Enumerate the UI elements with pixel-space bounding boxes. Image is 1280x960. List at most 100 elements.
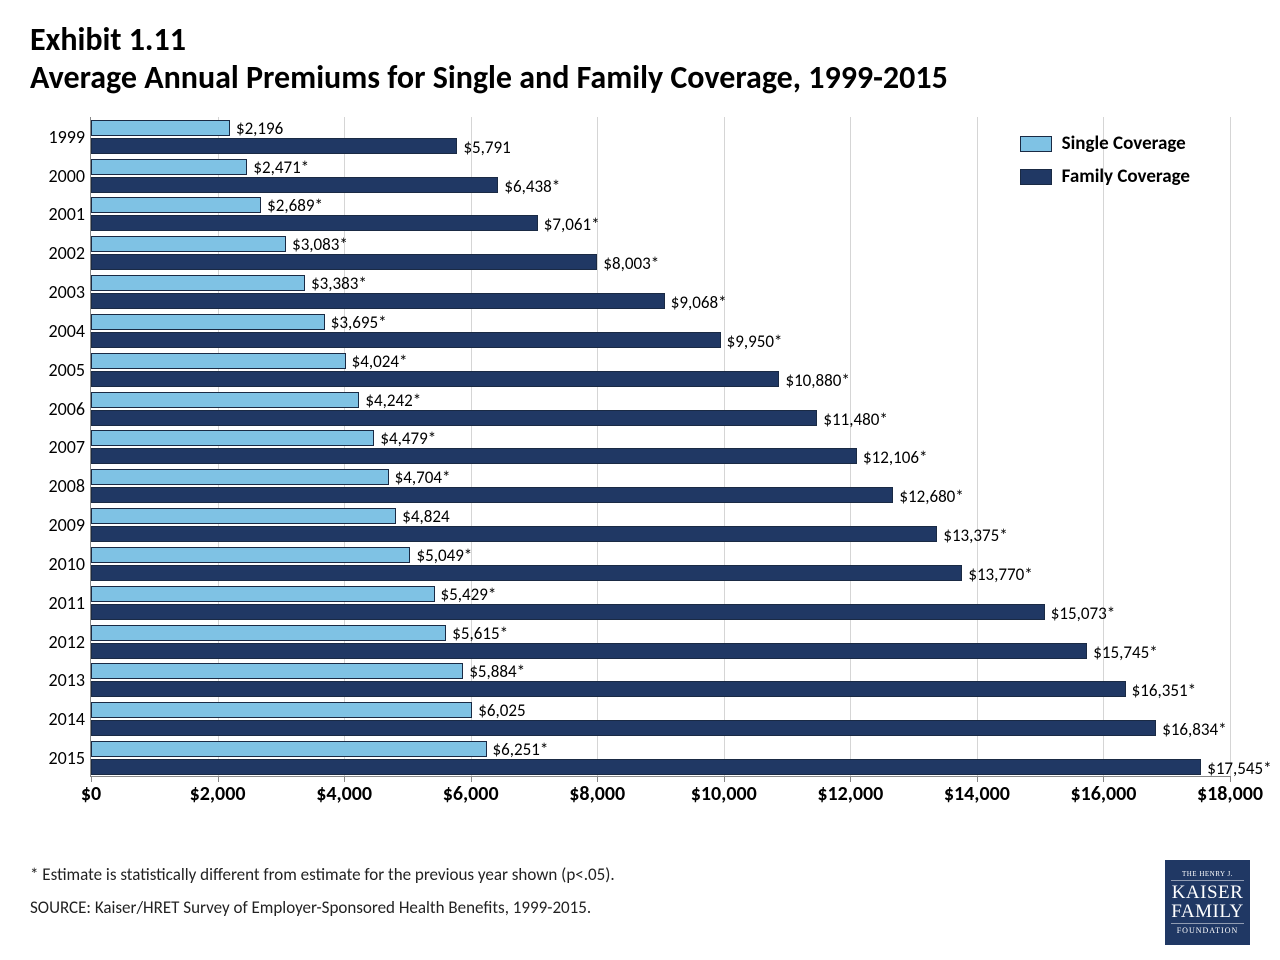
bar-single-2003 — [91, 275, 305, 291]
xtick-label: $8,000 — [569, 776, 625, 806]
ylabel-2004: 2004 — [30, 320, 85, 342]
bar-family-2002 — [91, 254, 597, 270]
bar-label-family-2008: $12,680* — [899, 486, 963, 507]
bar-label-family-2001: $7,061* — [544, 214, 600, 235]
ylabel-2001: 2001 — [30, 203, 85, 225]
bar-family-2013 — [91, 681, 1126, 697]
bar-label-single-2014: $6,025 — [478, 700, 525, 721]
bar-single-2013 — [91, 663, 463, 679]
bar-label-family-2003: $9,068* — [671, 292, 727, 313]
ylabel-2011: 2011 — [30, 592, 85, 614]
bar-label-single-2013: $5,884* — [469, 661, 525, 682]
bar-family-2001 — [91, 215, 538, 231]
ylabel-2009: 2009 — [30, 514, 85, 536]
bar-label-single-2011: $5,429* — [441, 584, 497, 605]
chart-area: $0$2,000$4,000$6,000$8,000$10,000$12,000… — [30, 117, 1250, 817]
bar-label-family-2007: $12,106* — [863, 447, 927, 468]
bar-family-2008 — [91, 487, 893, 503]
bar-label-single-2007: $4,479* — [380, 428, 436, 449]
bar-label-family-2014: $16,834* — [1162, 719, 1226, 740]
xtick-label: $18,000 — [1197, 776, 1263, 806]
legend-label-single: Single Coverage — [1062, 132, 1186, 155]
bar-family-2007 — [91, 448, 857, 464]
bar-label-family-2011: $15,073* — [1051, 603, 1115, 624]
ylabel-2005: 2005 — [30, 359, 85, 381]
ylabel-2015: 2015 — [30, 747, 85, 769]
gridline — [977, 117, 978, 776]
legend-item-single: Single Coverage — [1020, 132, 1190, 155]
legend-item-family: Family Coverage — [1020, 165, 1190, 188]
bar-family-2000 — [91, 177, 498, 193]
xtick-label: $2,000 — [190, 776, 246, 806]
bar-family-2004 — [91, 332, 721, 348]
ylabel-2010: 2010 — [30, 553, 85, 575]
ylabel-2002: 2002 — [30, 242, 85, 264]
bar-label-single-2001: $2,689* — [267, 195, 323, 216]
legend-label-family: Family Coverage — [1062, 165, 1190, 188]
bar-label-single-2000: $2,471* — [253, 157, 309, 178]
logo-line4: FOUNDATION — [1171, 923, 1244, 935]
gridline — [1230, 117, 1231, 776]
legend: Single Coverage Family Coverage — [1020, 132, 1190, 198]
bar-label-single-2002: $3,083* — [292, 234, 348, 255]
kaiser-logo: THE HENRY J. KAISER FAMILY FOUNDATION — [1165, 860, 1250, 945]
bar-label-family-2013: $16,351* — [1132, 680, 1196, 701]
logo-line3: FAMILY — [1165, 902, 1250, 921]
bar-single-2000 — [91, 159, 247, 175]
exhibit-number: Exhibit 1.11 — [30, 20, 1250, 59]
ylabel-2012: 2012 — [30, 631, 85, 653]
xtick-label: $0 — [81, 776, 101, 806]
legend-swatch-family — [1020, 169, 1052, 185]
logo-line2: KAISER — [1165, 883, 1250, 902]
bar-label-single-2010: $5,049* — [416, 545, 472, 566]
bar-label-family-2012: $15,745* — [1093, 642, 1157, 663]
bar-label-family-2009: $13,375* — [943, 525, 1007, 546]
bar-label-family-2015: $17,545* — [1207, 758, 1271, 779]
ylabel-2014: 2014 — [30, 708, 85, 730]
ylabel-2000: 2000 — [30, 165, 85, 187]
bar-family-2012 — [91, 643, 1087, 659]
bar-label-single-2004: $3,695* — [331, 312, 387, 333]
ylabel-2008: 2008 — [30, 475, 85, 497]
bar-family-2005 — [91, 371, 779, 387]
xtick-label: $14,000 — [944, 776, 1010, 806]
bar-label-single-1999: $2,196 — [236, 118, 283, 139]
bar-label-single-2003: $3,383* — [311, 273, 367, 294]
bar-label-single-2006: $4,242* — [365, 390, 421, 411]
bar-single-2008 — [91, 469, 389, 485]
bar-family-2003 — [91, 293, 665, 309]
bar-label-single-2012: $5,615* — [452, 623, 508, 644]
bar-single-2001 — [91, 197, 261, 213]
gridline — [850, 117, 851, 776]
xtick-label: $10,000 — [691, 776, 757, 806]
bar-family-2009 — [91, 526, 937, 542]
bar-label-single-2015: $6,251* — [493, 739, 549, 760]
gridline — [724, 117, 725, 776]
ylabel-2013: 2013 — [30, 669, 85, 691]
bar-single-1999 — [91, 120, 230, 136]
chart-title: Average Annual Premiums for Single and F… — [30, 59, 1250, 97]
bar-single-2009 — [91, 508, 396, 524]
bar-label-family-2005: $10,880* — [785, 370, 849, 391]
bar-single-2002 — [91, 236, 286, 252]
footnote-significance: * Estimate is statistically different fr… — [30, 864, 615, 885]
bar-family-2010 — [91, 565, 962, 581]
bar-single-2007 — [91, 430, 374, 446]
bar-family-2006 — [91, 410, 817, 426]
bar-family-1999 — [91, 138, 457, 154]
bar-label-single-2008: $4,704* — [395, 467, 451, 488]
bar-label-family-1999: $5,791 — [463, 137, 510, 158]
chart-header: Exhibit 1.11 Average Annual Premiums for… — [0, 0, 1280, 107]
ylabel-1999: 1999 — [30, 126, 85, 148]
bar-label-family-2004: $9,950* — [727, 331, 783, 352]
bar-single-2011 — [91, 586, 435, 602]
xtick-label: $12,000 — [817, 776, 883, 806]
legend-swatch-single — [1020, 136, 1052, 152]
bar-single-2005 — [91, 353, 346, 369]
bar-single-2006 — [91, 392, 359, 408]
bar-family-2015 — [91, 759, 1201, 775]
bar-family-2014 — [91, 720, 1156, 736]
bar-single-2012 — [91, 625, 446, 641]
xtick-label: $6,000 — [443, 776, 499, 806]
bar-label-family-2006: $11,480* — [823, 409, 887, 430]
